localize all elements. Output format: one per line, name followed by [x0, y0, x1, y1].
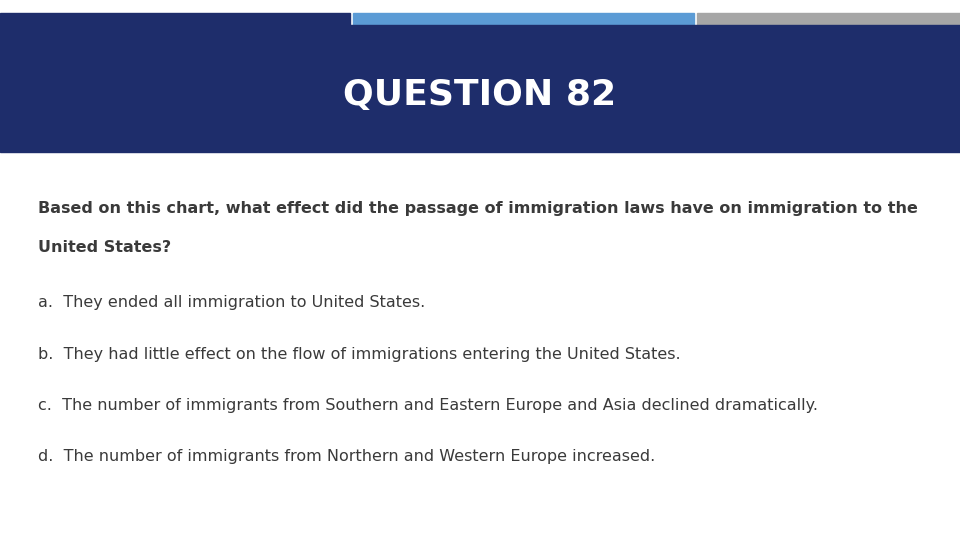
Text: Based on this chart, what effect did the passage of immigration laws have on imm: Based on this chart, what effect did the…	[38, 201, 919, 216]
Bar	[0, 25, 960, 152]
Text: c.  The number of immigrants from Southern and Eastern Europe and Asia declined : c. The number of immigrants from Souther…	[38, 398, 818, 413]
Bar	[353, 14, 694, 25]
Bar	[0, 14, 350, 25]
Text: a.  They ended all immigration to United States.: a. They ended all immigration to United …	[38, 295, 425, 310]
Text: d.  The number of immigrants from Northern and Western Europe increased.: d. The number of immigrants from Norther…	[38, 449, 656, 464]
Text: QUESTION 82: QUESTION 82	[344, 78, 616, 112]
Text: b.  They had little effect on the flow of immigrations entering the United State: b. They had little effect on the flow of…	[38, 347, 681, 362]
Text: United States?: United States?	[38, 240, 172, 255]
Bar	[697, 14, 960, 25]
